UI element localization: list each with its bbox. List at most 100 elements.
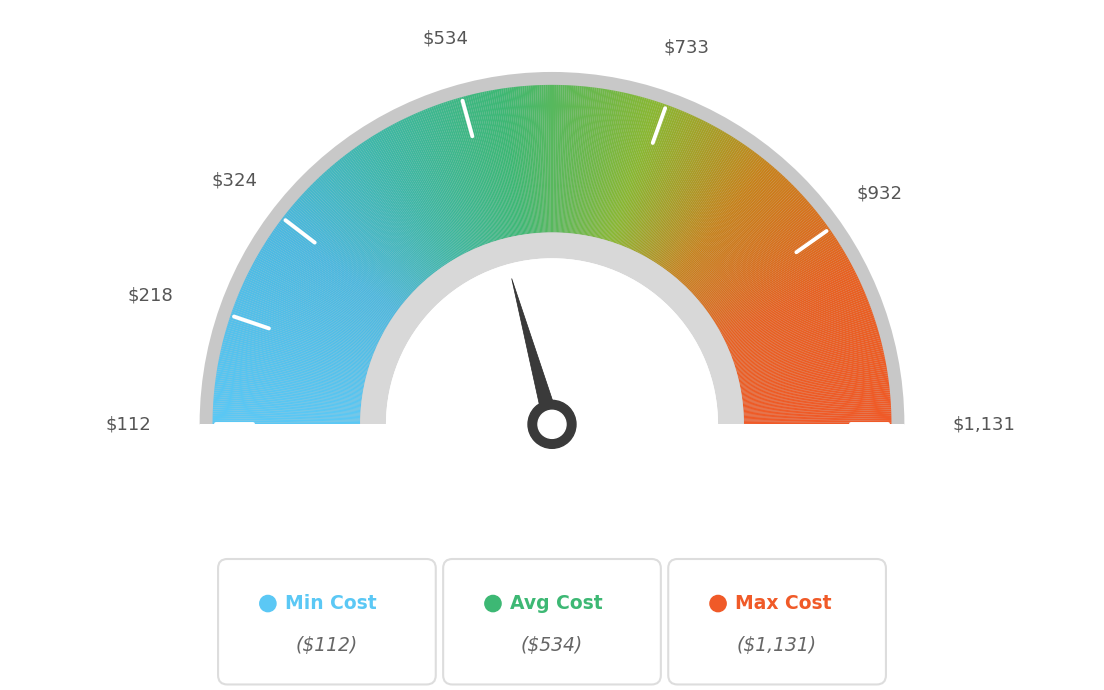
Wedge shape [643,125,713,255]
Wedge shape [715,246,842,324]
Wedge shape [381,130,456,259]
Wedge shape [742,375,889,398]
Wedge shape [736,332,879,373]
Wedge shape [741,361,885,390]
Wedge shape [253,263,383,334]
Wedge shape [550,85,552,233]
Wedge shape [692,193,803,295]
Wedge shape [318,177,421,285]
Wedge shape [215,380,362,400]
Wedge shape [352,148,440,269]
Wedge shape [716,250,845,326]
Wedge shape [214,395,361,408]
Text: $112: $112 [106,415,151,433]
Wedge shape [640,123,710,255]
Wedge shape [541,85,548,233]
Wedge shape [516,86,533,233]
Wedge shape [503,88,526,235]
Wedge shape [659,142,743,266]
Wedge shape [349,151,438,270]
Wedge shape [360,144,444,266]
Wedge shape [744,407,891,416]
Wedge shape [689,186,795,290]
Wedge shape [681,174,783,284]
Wedge shape [245,278,379,343]
Wedge shape [290,206,405,302]
Wedge shape [743,388,890,405]
Wedge shape [732,307,871,359]
Wedge shape [665,150,753,270]
Wedge shape [592,92,624,237]
Wedge shape [724,274,858,340]
Wedge shape [657,140,740,264]
Wedge shape [367,139,448,264]
Wedge shape [578,88,601,235]
Wedge shape [386,127,459,257]
Wedge shape [315,180,418,287]
Wedge shape [236,297,374,354]
Wedge shape [599,95,638,239]
Wedge shape [454,99,497,241]
Wedge shape [216,371,362,395]
Wedge shape [666,151,755,270]
Wedge shape [341,157,434,274]
Wedge shape [219,361,363,390]
Wedge shape [714,242,840,322]
Wedge shape [306,189,414,292]
Wedge shape [686,181,790,288]
Wedge shape [328,168,426,280]
Wedge shape [310,184,416,290]
Wedge shape [332,164,428,278]
Wedge shape [282,218,400,308]
Wedge shape [585,90,614,236]
Wedge shape [744,405,891,415]
Wedge shape [743,401,891,413]
Wedge shape [569,86,584,233]
Wedge shape [703,216,821,308]
Wedge shape [593,92,626,237]
Wedge shape [404,118,469,252]
Wedge shape [558,85,565,233]
Wedge shape [275,226,396,313]
Wedge shape [286,211,403,305]
Wedge shape [720,261,850,333]
Wedge shape [240,290,375,349]
Wedge shape [697,201,809,299]
Wedge shape [742,373,888,397]
Text: $932: $932 [857,185,902,203]
Wedge shape [219,359,363,388]
Wedge shape [634,117,699,251]
Wedge shape [412,115,474,250]
Wedge shape [744,420,891,423]
Wedge shape [607,99,650,241]
Wedge shape [263,244,390,324]
Wedge shape [421,110,479,247]
Wedge shape [739,346,883,382]
Wedge shape [580,88,603,235]
Wedge shape [718,253,847,328]
Wedge shape [661,146,749,268]
Wedge shape [501,88,524,235]
Wedge shape [575,87,595,234]
Wedge shape [221,346,365,382]
Wedge shape [322,172,423,283]
Wedge shape [625,110,683,247]
Wedge shape [744,416,891,421]
Wedge shape [280,219,399,310]
Wedge shape [242,284,378,346]
Wedge shape [614,103,664,243]
Wedge shape [224,336,367,375]
Wedge shape [283,216,401,308]
Wedge shape [677,167,775,279]
Wedge shape [351,150,439,270]
Wedge shape [744,411,891,418]
Wedge shape [329,167,427,279]
Wedge shape [656,139,737,264]
Wedge shape [241,288,376,348]
Wedge shape [509,87,529,234]
Wedge shape [413,114,475,249]
Wedge shape [261,248,389,326]
Wedge shape [660,144,744,266]
Wedge shape [284,215,401,307]
Wedge shape [603,97,645,239]
